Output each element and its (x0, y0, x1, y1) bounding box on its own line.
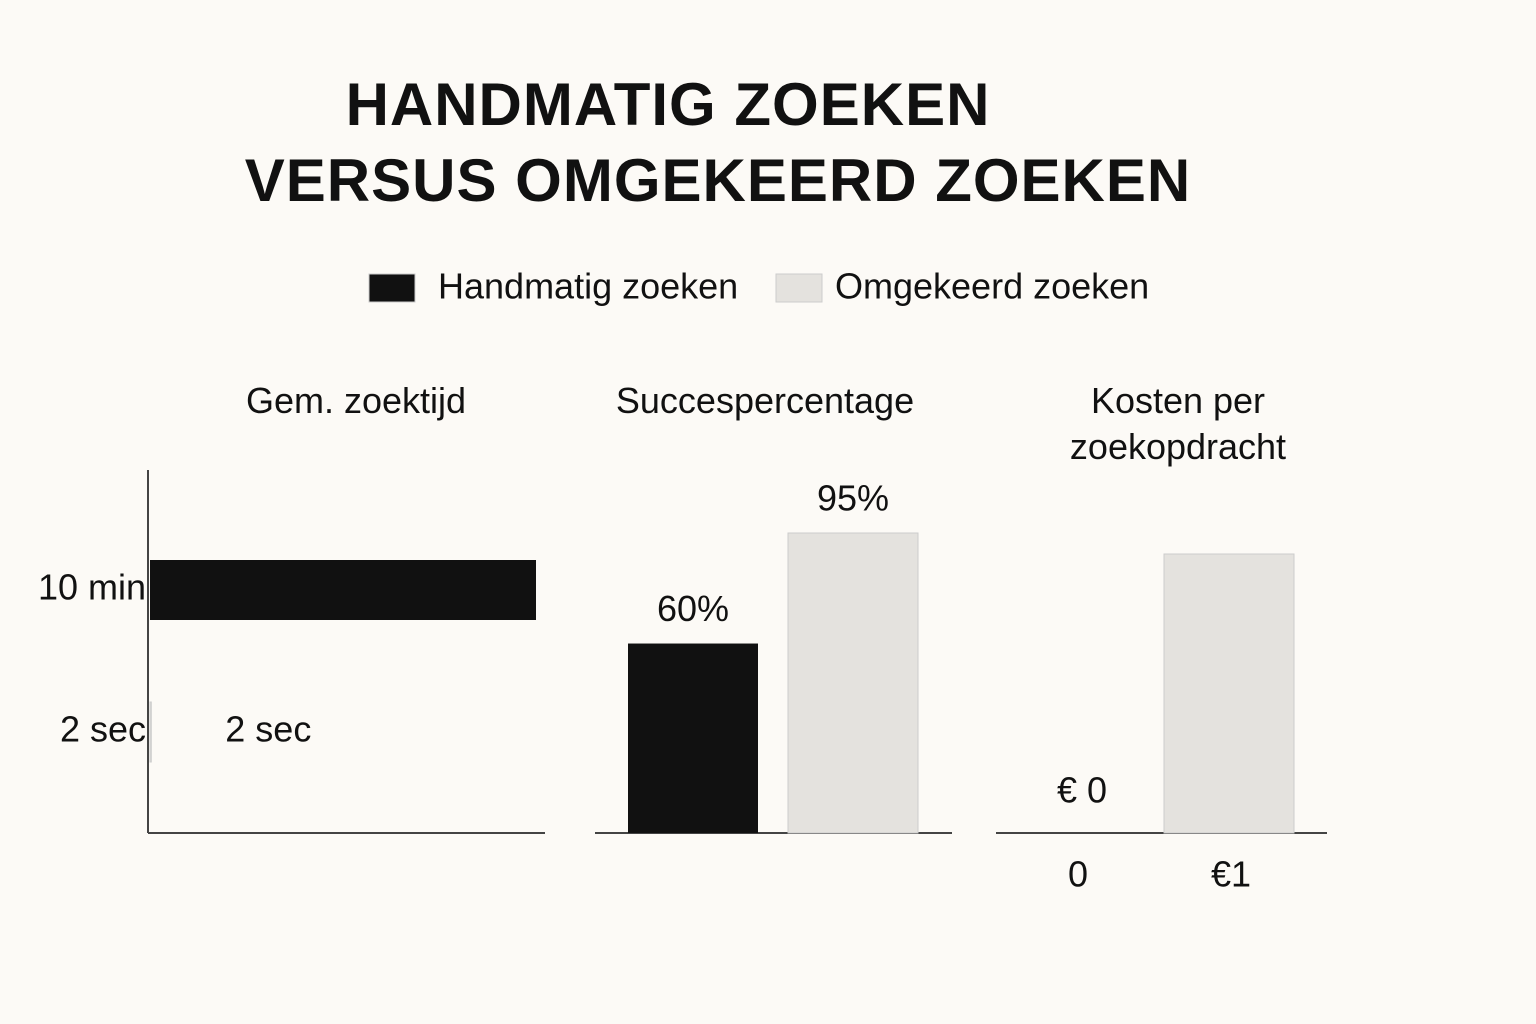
value-label: 60% (657, 588, 729, 629)
y-tick-label: 2 sec (60, 709, 146, 750)
bar (1163, 553, 1295, 834)
panel-title: Succespercentage (615, 380, 915, 421)
bar (149, 701, 152, 763)
title-line: VERSUS OMGEKEERD ZOEKEN (244, 147, 1192, 214)
panel-title: Kosten per zoekopdracht (1069, 380, 1287, 467)
x-tick-label: €1 (1211, 854, 1251, 895)
legend-swatch (775, 273, 823, 303)
bar (628, 643, 758, 833)
title-line: HANDMATIG ZOEKEN (345, 71, 991, 138)
x-tick-label: 0 (1068, 854, 1088, 895)
value-label: 95% (817, 478, 889, 519)
legend-swatch (368, 273, 416, 303)
bar (150, 560, 536, 620)
value-label: 2 sec (225, 709, 311, 750)
bar (787, 532, 919, 834)
y-tick-label: 10 min (38, 567, 146, 608)
legend-label: Handmatig zoeken (438, 266, 738, 307)
value-label: € 0 (1057, 770, 1107, 811)
panel-title: Gem. zoektijd (245, 380, 467, 421)
legend-label: Omgekeerd zoeken (835, 266, 1149, 307)
